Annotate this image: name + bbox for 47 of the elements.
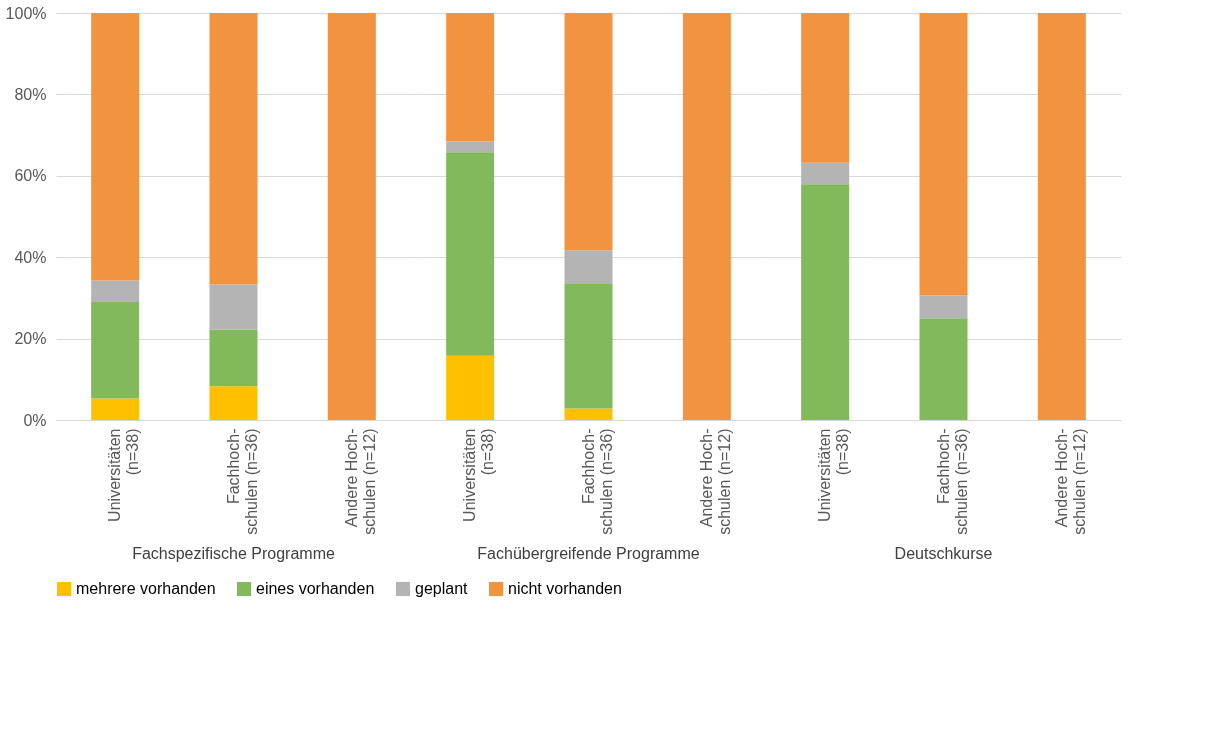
bar bbox=[91, 398, 140, 420]
y-tick-label: 20% bbox=[14, 330, 47, 348]
legend-label: geplant bbox=[415, 580, 469, 597]
bar bbox=[564, 250, 613, 285]
x-tick-label: Fachhoch- schulen (n=36) bbox=[934, 428, 970, 535]
x-tick-label: Andere Hoch- schulen (n=12) bbox=[342, 428, 378, 535]
bar bbox=[564, 408, 613, 420]
bar bbox=[209, 13, 258, 285]
bar bbox=[919, 295, 968, 319]
legend-label: nicht vorhanden bbox=[508, 580, 622, 597]
x-tick-label: Fachhoch- schulen (n=36) bbox=[579, 428, 615, 535]
bar bbox=[564, 13, 613, 251]
y-tick-label: 60% bbox=[14, 167, 47, 185]
bar bbox=[446, 141, 495, 153]
bar bbox=[801, 184, 850, 420]
bar bbox=[801, 13, 850, 163]
legend-label: mehrere vorhanden bbox=[76, 580, 216, 597]
y-tick-label: 100% bbox=[5, 4, 47, 22]
x-tick-label: Universitäten (n=38) bbox=[816, 428, 852, 522]
text: Deutschkurse bbox=[894, 545, 993, 563]
bar bbox=[564, 284, 613, 409]
x-tick-label: Universitäten (n=38) bbox=[106, 428, 142, 522]
bar bbox=[446, 13, 495, 142]
bar bbox=[209, 386, 258, 420]
text: Fachübergreifende Programme bbox=[477, 545, 700, 563]
bar bbox=[682, 13, 731, 420]
text: Fachspezifische Programme bbox=[132, 545, 335, 563]
x-tick-label: Andere Hoch- schulen (n=12) bbox=[697, 428, 733, 535]
legend-label: eines vorhanden bbox=[256, 580, 375, 597]
bar bbox=[446, 152, 495, 356]
y-tick-label: 40% bbox=[14, 248, 47, 266]
x-tick-label: Fachhoch- schulen (n=36) bbox=[224, 428, 260, 535]
y-tick-label: 0% bbox=[23, 411, 47, 429]
bar bbox=[446, 355, 495, 420]
bar bbox=[1037, 13, 1086, 420]
bar bbox=[209, 329, 258, 387]
bar bbox=[91, 301, 140, 399]
bar bbox=[209, 284, 258, 330]
y-tick-label: 80% bbox=[14, 85, 47, 103]
x-tick-label: Andere Hoch- schulen (n=12) bbox=[1052, 428, 1088, 535]
bar bbox=[91, 280, 140, 302]
bar bbox=[327, 13, 376, 420]
bar bbox=[919, 13, 968, 296]
x-tick-label: Universitäten (n=38) bbox=[461, 428, 497, 522]
bar bbox=[91, 13, 140, 281]
bar bbox=[801, 162, 850, 185]
bar bbox=[919, 318, 968, 420]
